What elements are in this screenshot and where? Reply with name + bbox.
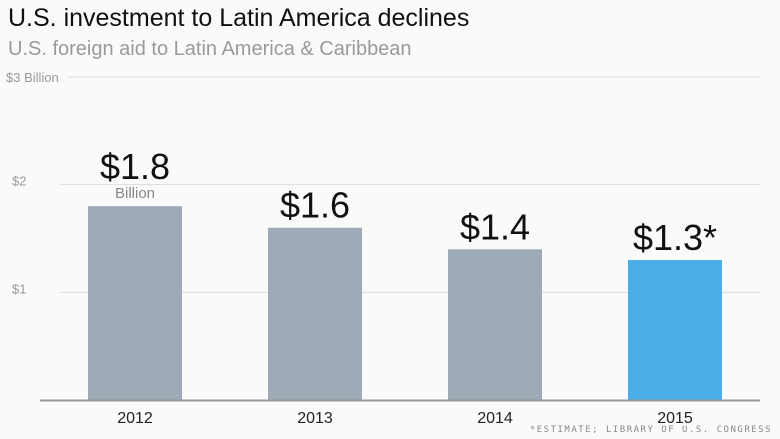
y-tick-label: $1 bbox=[12, 281, 26, 296]
x-tick-label: 2012 bbox=[117, 410, 153, 427]
data-label: $1.8 bbox=[100, 146, 170, 187]
y-tick-label: $2 bbox=[12, 174, 26, 189]
data-label: $1.6 bbox=[280, 185, 350, 226]
data-label: $1.4 bbox=[460, 206, 530, 247]
x-tick-label: 2014 bbox=[477, 410, 513, 427]
data-label: $1.3* bbox=[633, 217, 717, 258]
chart-title: U.S. investment to Latin America decline… bbox=[8, 4, 470, 32]
chart-subtitle: U.S. foreign aid to Latin America & Cari… bbox=[8, 38, 412, 60]
bar-2013 bbox=[268, 227, 362, 400]
bar-2014 bbox=[448, 249, 542, 400]
x-tick-label: 2013 bbox=[297, 410, 333, 427]
data-label-unit: Billion bbox=[115, 185, 155, 202]
y-tick-label: $3 Billion bbox=[6, 70, 59, 85]
bar-2012 bbox=[88, 206, 182, 400]
x-tick-label: 2015 bbox=[657, 410, 693, 427]
source-note: *ESTIMATE; LIBRARY OF U.S. CONGRESS bbox=[529, 425, 772, 435]
bar-2015 bbox=[628, 260, 722, 400]
